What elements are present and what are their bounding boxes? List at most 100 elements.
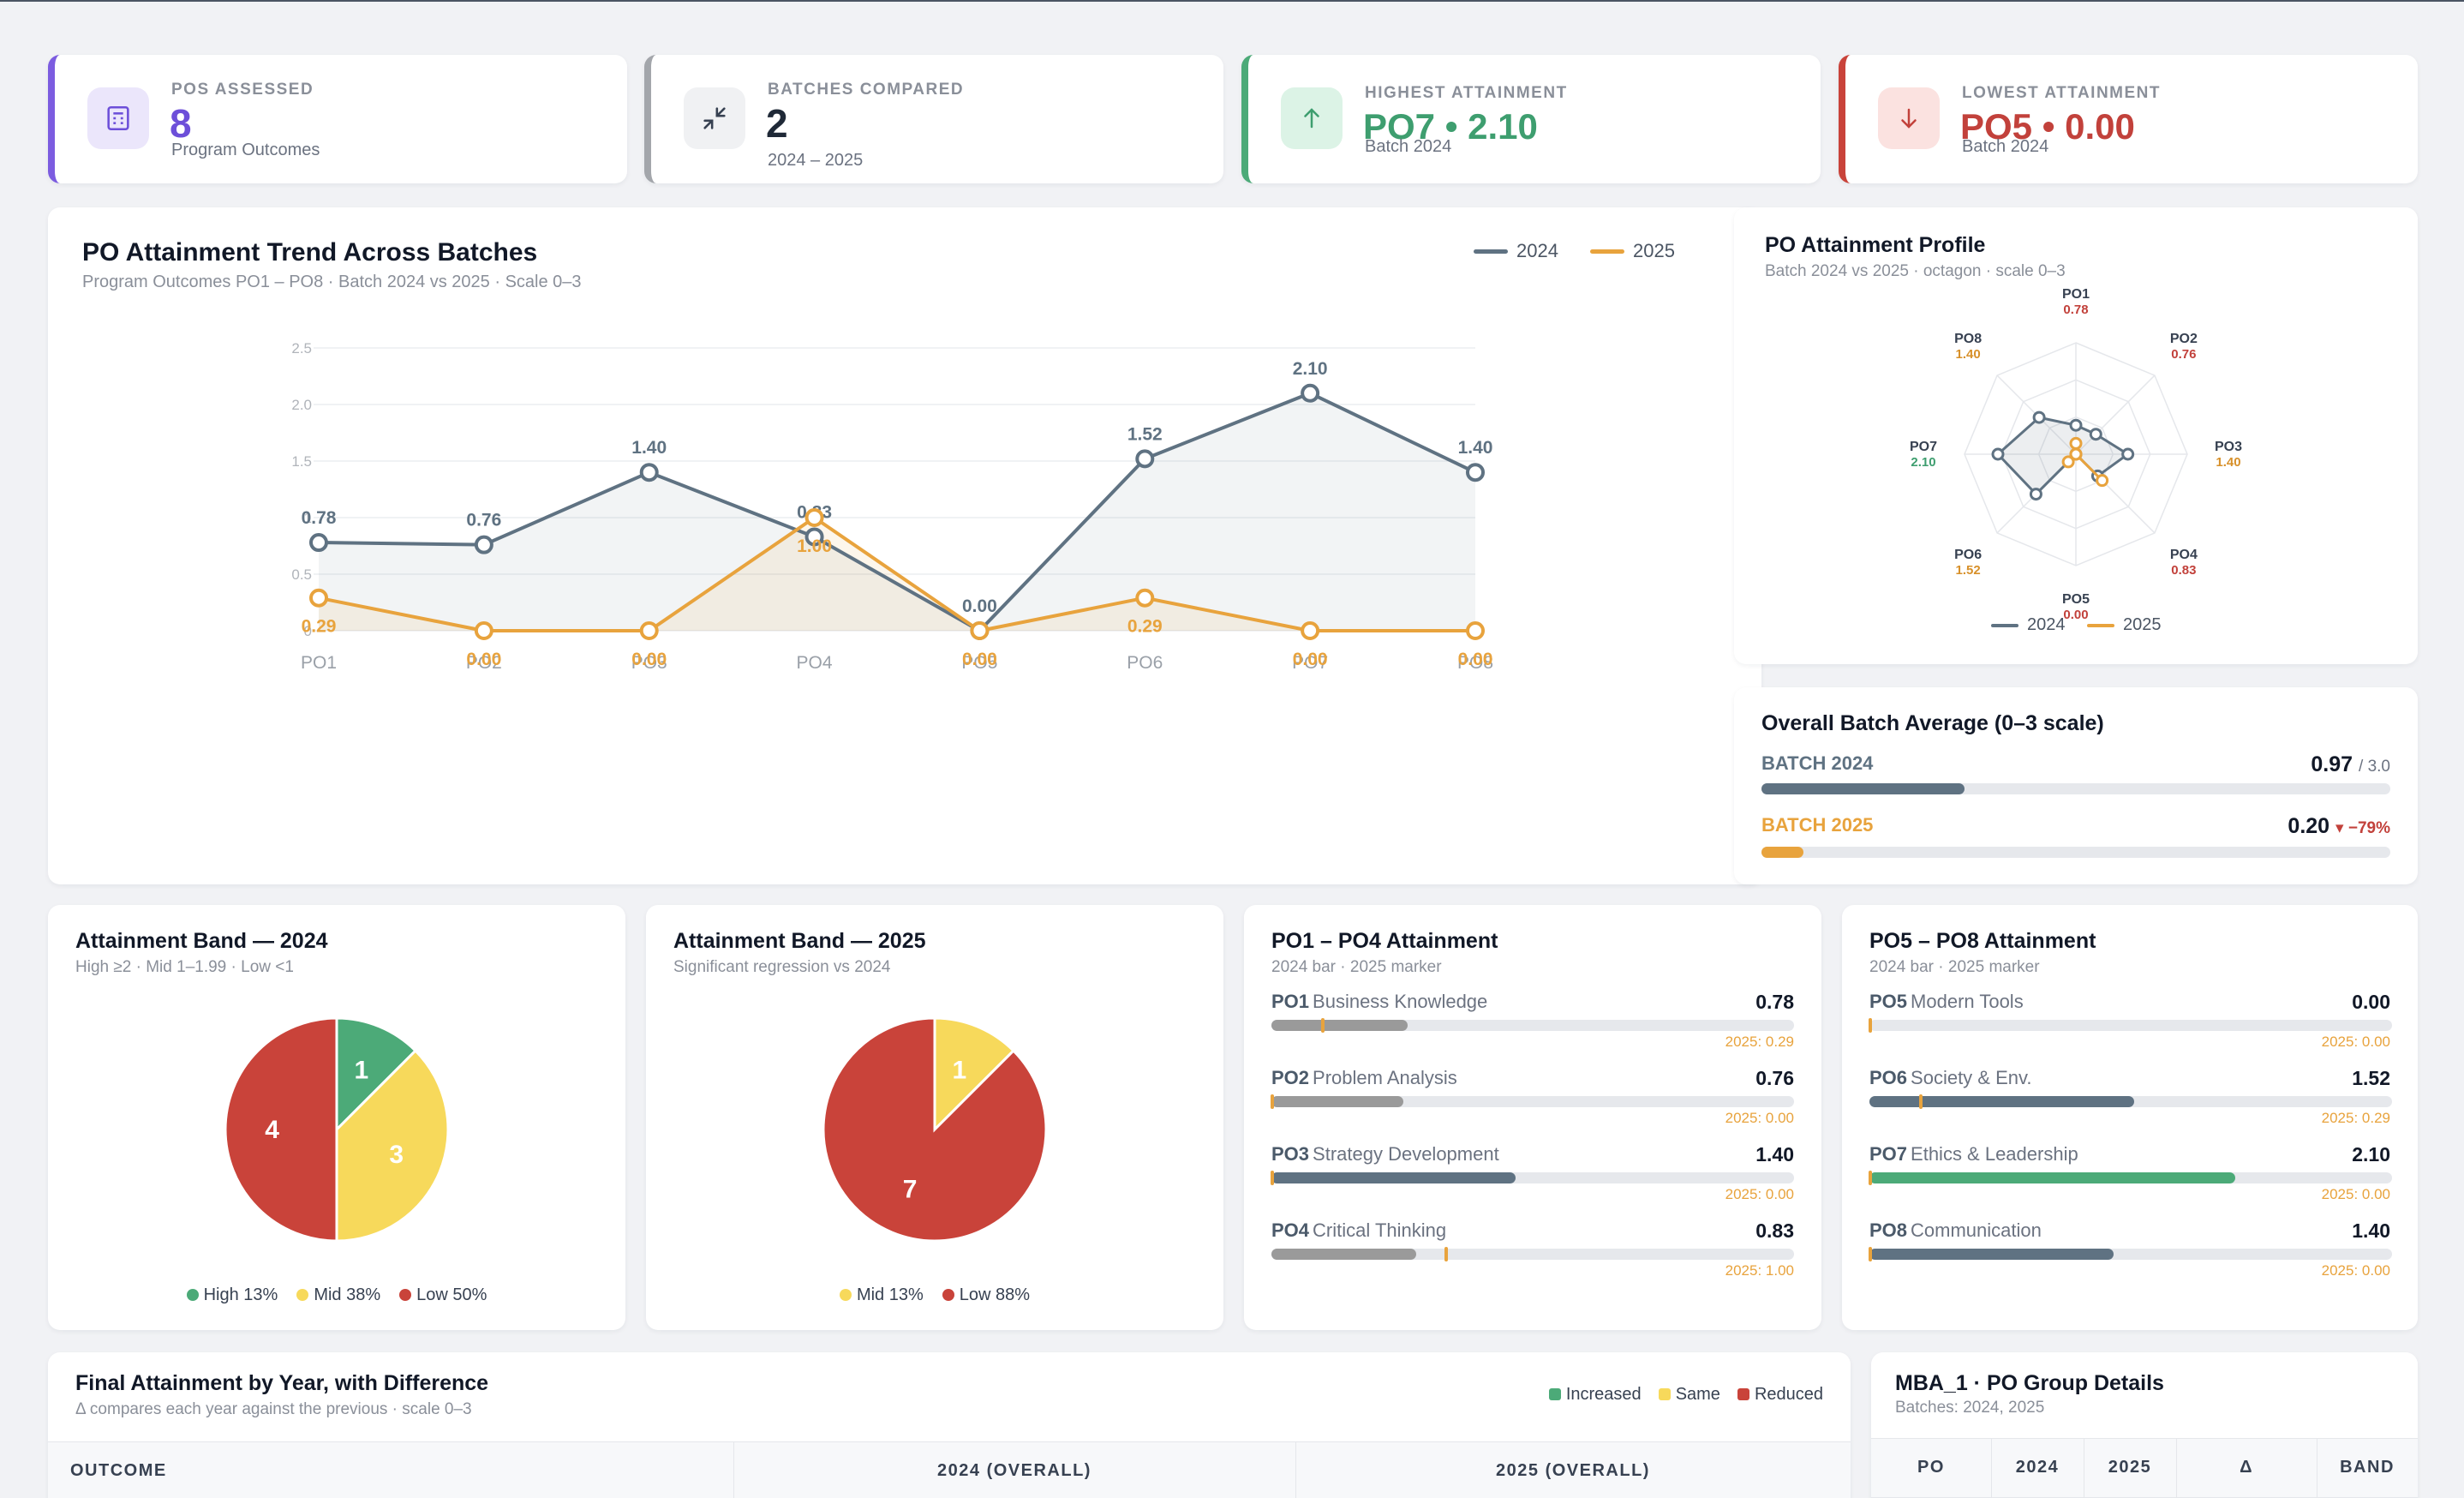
po-code-text: PO2: [1271, 1067, 1310, 1088]
po-row-po5[interactable]: PO5 Modern Tools 0.00 2025: 0.00: [1869, 991, 2392, 1059]
y-tick-label: 0.5: [291, 566, 312, 583]
po-row-po2[interactable]: PO2 Problem Analysis 0.76 2025: 0.00: [1271, 1067, 1794, 1135]
data-point[interactable]: [1466, 621, 1485, 640]
batch-2025-bar: [1761, 847, 2390, 858]
data-label: 0.29: [1127, 617, 1163, 637]
radar-point[interactable]: [2089, 428, 2102, 441]
po-row-po3[interactable]: PO3 Strategy Development 1.40 2025: 0.00: [1271, 1143, 1794, 1212]
header-po[interactable]: PO: [1917, 1458, 1945, 1477]
radar-legend-2025[interactable]: 2025: [2087, 615, 2162, 635]
kpi-value: 2: [766, 101, 788, 146]
radar-point[interactable]: [2032, 410, 2046, 424]
kpi-sub: Batch 2024: [1962, 137, 2049, 156]
legend-2025[interactable]: 2025: [1590, 240, 1675, 262]
po-row-po8[interactable]: PO8 Communication 1.40 2025: 0.00: [1869, 1219, 2392, 1288]
po1-po4-card: PO1 – PO4 Attainment 2024 bar · 2025 mar…: [1244, 905, 1821, 1330]
data-point[interactable]: [474, 535, 493, 554]
header-outcome[interactable]: OUTCOME: [70, 1461, 167, 1480]
data-point[interactable]: [1301, 383, 1320, 403]
po-bar-track: [1271, 1247, 1794, 1261]
po-bar-track: [1869, 1247, 2392, 1261]
header-delta[interactable]: Δ: [2240, 1458, 2253, 1477]
po-value-2024: 0.00: [2352, 991, 2390, 1013]
po-code: PO3 Strategy Development: [1271, 1143, 1499, 1165]
radar-chart-card: PO Attainment Profile Batch 2024 vs 2025…: [1734, 207, 2418, 664]
po-name: Modern Tools: [1911, 991, 2024, 1012]
trend-chart-card: PO Attainment Trend Across Batches Progr…: [48, 207, 1761, 884]
header-2024[interactable]: 2024 (OVERALL): [937, 1461, 1091, 1480]
pie-slice-label: 4: [265, 1116, 279, 1144]
final-table-title: Final Attainment by Year, with Differenc…: [75, 1371, 489, 1395]
data-point[interactable]: [309, 533, 328, 553]
data-label: 1.40: [631, 438, 667, 458]
data-point[interactable]: [1301, 621, 1320, 640]
legend-swatch-2025: [2087, 623, 2114, 627]
po-marker-2025: [1271, 1171, 1274, 1185]
trend-title: PO Attainment Trend Across Batches: [82, 238, 538, 267]
radar-point[interactable]: [2121, 447, 2135, 461]
kpi-pos-assessed: POS ASSESSED 8 Program Outcomes: [48, 55, 627, 183]
pie-slice-low[interactable]: [822, 1016, 1048, 1243]
band-2025-card: Attainment Band — 2025 Significant regre…: [646, 905, 1223, 1330]
legend-high: High 13%: [186, 1285, 278, 1305]
data-point[interactable]: [309, 588, 328, 608]
radar-point[interactable]: [1991, 447, 2005, 461]
data-point[interactable]: [639, 621, 659, 640]
pie-slice-label: 1: [355, 1056, 369, 1084]
data-point[interactable]: [1135, 449, 1155, 469]
kpi-lowest-attainment: LOWEST ATTAINMENT PO5 • 0.00 Batch 2024: [1839, 55, 2418, 183]
data-point[interactable]: [1135, 588, 1155, 608]
po-left-title: PO1 – PO4 Attainment: [1271, 929, 1498, 953]
group-table-header: PO 2024 2025 Δ BAND: [1871, 1438, 2418, 1498]
radar-legend-2024[interactable]: 2024: [1991, 615, 2066, 635]
po-bar-track: [1271, 1018, 1794, 1033]
legend-mid: Mid 13%: [839, 1285, 924, 1305]
kpi-sub: Program Outcomes: [171, 141, 320, 159]
radar-point[interactable]: [2029, 488, 2042, 501]
data-point[interactable]: [639, 463, 659, 482]
pie-slice-low[interactable]: [224, 1016, 338, 1243]
radar-axis-value: 0.83: [2171, 563, 2196, 578]
legend-2024[interactable]: 2024: [1474, 240, 1558, 262]
data-point[interactable]: [804, 508, 824, 527]
po-name: Problem Analysis: [1313, 1067, 1457, 1088]
data-point[interactable]: [804, 527, 824, 547]
po-row-po6[interactable]: PO6 Society & Env. 1.52 2025: 0.29: [1869, 1067, 2392, 1135]
kpi-value: PO7 • 2.10: [1363, 106, 1538, 147]
po-row-po7[interactable]: PO7 Ethics & Leadership 2.10 2025: 0.00: [1869, 1143, 2392, 1212]
series-line-2025: [318, 516, 1475, 632]
radar-point[interactable]: [2069, 418, 2083, 432]
po-bar-2024: [1271, 1096, 1404, 1107]
po-value-2025: 2025: 0.00: [1725, 1110, 1794, 1126]
batch-2025-value: 0.20 ▾ −79%: [2288, 814, 2390, 839]
header-2025[interactable]: 2025 (OVERALL): [1496, 1461, 1650, 1480]
radar-chart: PO10.78PO20.76PO31.40PO40.83PO50.00PO61.…: [1910, 287, 2242, 622]
pie-slice-mid[interactable]: [933, 1016, 1016, 1133]
pie-slice-high[interactable]: [335, 1016, 418, 1133]
po-code: PO5 Modern Tools: [1869, 991, 2024, 1013]
radar-axis-label: PO5: [2062, 592, 2090, 607]
overall-average-card: Overall Batch Average (0–3 scale) BATCH …: [1734, 687, 2418, 884]
radar-point[interactable]: [2061, 455, 2075, 469]
band-2025-legend: Mid 13% Low 88%: [646, 1285, 1223, 1305]
header-2025[interactable]: 2025: [2108, 1458, 2152, 1477]
data-point[interactable]: [970, 621, 990, 640]
radar-point[interactable]: [2096, 474, 2109, 488]
po-row-po4[interactable]: PO4 Critical Thinking 0.83 2025: 1.00: [1271, 1219, 1794, 1288]
header-2024[interactable]: 2024: [2015, 1458, 2060, 1477]
radar-point[interactable]: [2069, 447, 2083, 461]
legend-same: Same: [1658, 1385, 1720, 1405]
group-details-card: MBA_1 · PO Group Details Batches: 2024, …: [1871, 1352, 2418, 1498]
data-point[interactable]: [474, 621, 493, 640]
batch-2024-bar: [1761, 783, 2390, 794]
legend-label: High 13%: [203, 1285, 278, 1304]
pie-slice-mid[interactable]: [335, 1048, 450, 1243]
po-code-text: PO8: [1869, 1219, 1908, 1241]
legend-label: Low 50%: [416, 1285, 487, 1304]
data-point[interactable]: [1466, 463, 1485, 482]
radar-axis-value: 1.40: [1956, 347, 1981, 362]
radar-point[interactable]: [2069, 436, 2083, 450]
header-band[interactable]: BAND: [2340, 1458, 2395, 1477]
po-row-po1[interactable]: PO1 Business Knowledge 0.78 2025: 0.29: [1271, 991, 1794, 1059]
